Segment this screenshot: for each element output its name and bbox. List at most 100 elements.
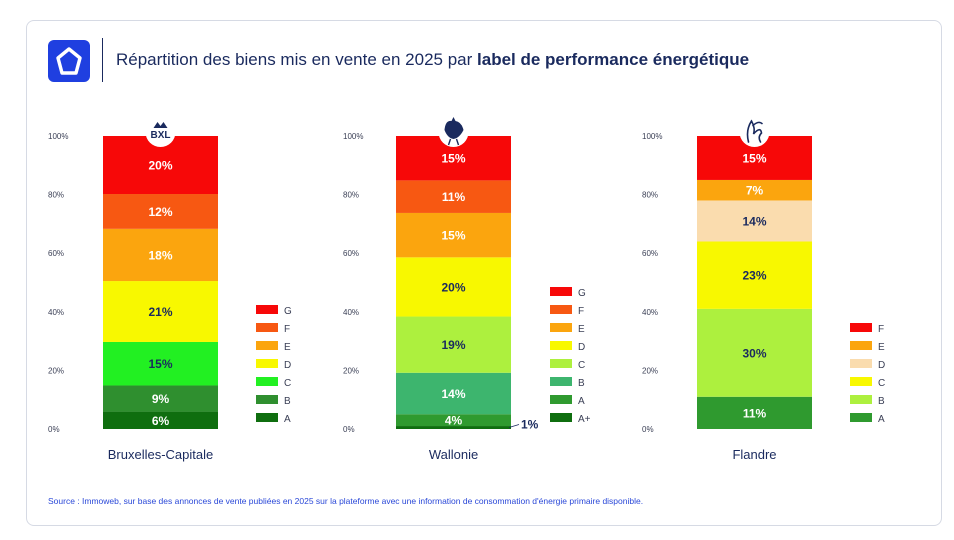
legend-swatch-E bbox=[256, 341, 278, 350]
legend-swatch-A bbox=[550, 395, 572, 404]
chart-wallonie: 0% 20% 40% 60% 80% 100% 1% 4% 14% 19% 20% 15% 11% 15%… bbox=[343, 117, 591, 462]
y-tick-label: 100% bbox=[48, 132, 68, 141]
data-label: 18% bbox=[148, 248, 172, 262]
page-title: Répartition des biens mis en vente en 20… bbox=[116, 50, 749, 70]
title-bold: label de performance énergétique bbox=[477, 50, 750, 69]
data-label: 20% bbox=[148, 159, 172, 173]
y-tick-label: 20% bbox=[48, 366, 64, 375]
legend-swatch-E bbox=[550, 323, 572, 332]
data-label: 23% bbox=[742, 269, 766, 283]
data-label: 6% bbox=[152, 414, 170, 428]
region-name: Wallonie bbox=[429, 447, 478, 462]
y-tick-label: 40% bbox=[343, 308, 359, 317]
lion-icon bbox=[746, 119, 763, 143]
legend-label: B bbox=[284, 396, 291, 407]
data-label: 14% bbox=[441, 387, 465, 401]
legend-label: B bbox=[878, 396, 885, 407]
legend-label: F bbox=[284, 324, 290, 335]
bar-segment-D bbox=[396, 257, 511, 317]
y-tick-label: 0% bbox=[642, 425, 654, 434]
chart-bruxelles-capitale: 0% 20% 40% 60% 80% 100% 6% 9% 15% 21% 18% 12% 20% BXL… bbox=[48, 117, 292, 462]
bar-segment-E bbox=[697, 179, 812, 201]
legend-label: G bbox=[578, 288, 586, 299]
data-label: 14% bbox=[742, 214, 766, 228]
bar-segment-C bbox=[103, 341, 218, 386]
rooster-icon bbox=[444, 117, 464, 146]
y-tick-label: 0% bbox=[343, 425, 355, 434]
bar-segment-C bbox=[697, 241, 812, 309]
bxl-emblem-text: BXL bbox=[151, 130, 171, 141]
y-tick-label: 40% bbox=[642, 308, 658, 317]
data-label: 1% bbox=[521, 418, 539, 432]
legend-swatch-G bbox=[550, 287, 572, 296]
legend-label: G bbox=[284, 306, 292, 317]
bar-segment-B bbox=[103, 385, 218, 412]
data-label: 12% bbox=[148, 205, 172, 219]
legend-swatch-D bbox=[256, 359, 278, 368]
logo bbox=[48, 40, 90, 82]
chart-flandre: 0% 20% 40% 60% 80% 100% 11% 30% 23% 14% 7% 15% FEDCB… bbox=[642, 117, 885, 462]
legend-label: E bbox=[878, 342, 885, 353]
region-name: Bruxelles-Capitale bbox=[108, 447, 214, 462]
bar-segment-F bbox=[396, 180, 511, 213]
legend-label: B bbox=[578, 378, 585, 389]
title-normal: Répartition des biens mis en vente en 20… bbox=[116, 50, 478, 69]
legend-swatch-D bbox=[850, 359, 872, 368]
legend-swatch-G bbox=[256, 305, 278, 314]
data-label: 15% bbox=[148, 357, 172, 371]
bar-segment-E bbox=[103, 228, 218, 282]
legend-swatch-F bbox=[256, 323, 278, 332]
legend-label: C bbox=[878, 378, 885, 389]
data-label: 15% bbox=[742, 151, 766, 165]
data-label: 11% bbox=[743, 406, 767, 420]
legend-swatch-B bbox=[550, 377, 572, 386]
y-tick-label: 80% bbox=[48, 191, 64, 200]
iris-icon bbox=[153, 122, 168, 128]
legend-label: F bbox=[878, 324, 884, 335]
region-emblem-bg bbox=[145, 117, 176, 147]
bar-segment-F bbox=[103, 194, 218, 229]
y-tick-label: 100% bbox=[642, 132, 662, 141]
legend-swatch-B bbox=[850, 395, 872, 404]
data-label: 4% bbox=[445, 414, 463, 428]
leader-line bbox=[508, 424, 520, 428]
legend-swatch-E bbox=[850, 341, 872, 350]
legend-label: D bbox=[284, 360, 291, 371]
legend-label: E bbox=[284, 342, 291, 353]
y-tick-label: 80% bbox=[642, 191, 658, 200]
data-label: 19% bbox=[441, 338, 465, 352]
legend-label: E bbox=[578, 324, 585, 335]
legend-swatch-C bbox=[550, 359, 572, 368]
house-icon bbox=[56, 47, 82, 75]
bar-segment-A bbox=[697, 396, 812, 429]
y-tick-label: 60% bbox=[343, 249, 359, 258]
legend-label: C bbox=[284, 378, 291, 389]
legend-label: C bbox=[578, 360, 585, 371]
y-tick-label: 20% bbox=[642, 366, 658, 375]
y-tick-label: 0% bbox=[48, 425, 60, 434]
bar-segment-E bbox=[396, 212, 511, 258]
legend-label: A bbox=[878, 414, 885, 425]
y-tick-label: 60% bbox=[48, 249, 64, 258]
data-label: 20% bbox=[441, 280, 465, 294]
legend-swatch-F bbox=[850, 323, 872, 332]
legend-swatch-B bbox=[256, 395, 278, 404]
legend-label: D bbox=[578, 342, 585, 353]
y-tick-label: 20% bbox=[343, 366, 359, 375]
y-tick-label: 60% bbox=[642, 249, 658, 258]
legend-swatch-D bbox=[550, 341, 572, 350]
data-label: 15% bbox=[441, 152, 465, 166]
legend-swatch-F bbox=[550, 305, 572, 314]
data-label: 9% bbox=[152, 392, 170, 406]
legend-swatch-C bbox=[256, 377, 278, 386]
legend-swatch-Aplus bbox=[550, 413, 572, 422]
data-label: 7% bbox=[746, 184, 764, 198]
bar-segment-A bbox=[103, 411, 218, 429]
region-name: Flandre bbox=[732, 447, 776, 462]
title-divider bbox=[102, 38, 103, 82]
data-label: 21% bbox=[148, 305, 172, 319]
bar-segment-C bbox=[396, 316, 511, 373]
legend-label: A bbox=[284, 414, 291, 425]
bar-segment-D bbox=[103, 281, 218, 342]
